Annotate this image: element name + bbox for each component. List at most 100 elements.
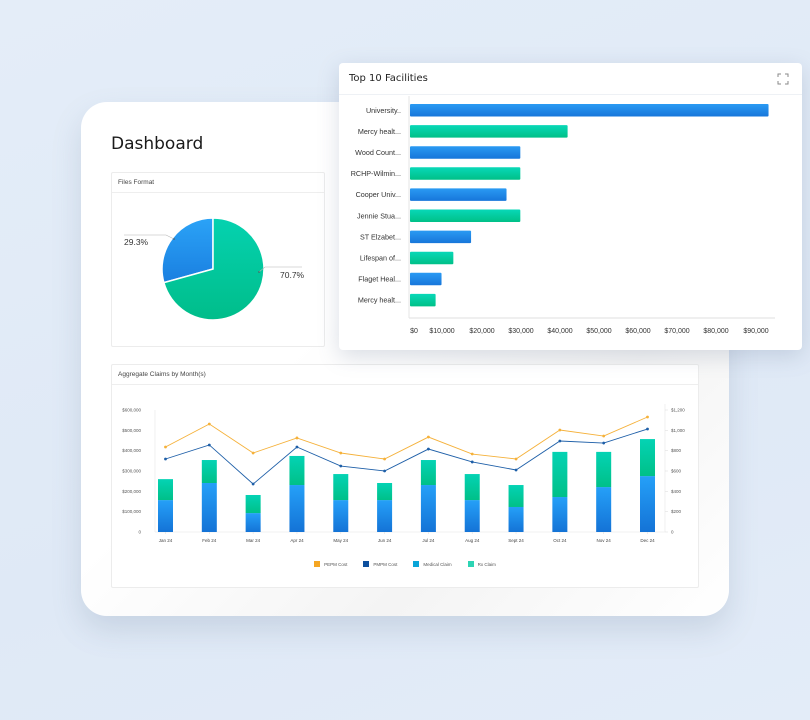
medical-claim-bar[interactable] — [552, 497, 568, 532]
rx-claim-bar[interactable] — [377, 482, 393, 501]
rx-claim-bar[interactable] — [552, 451, 568, 498]
svg-text:Apr 24: Apr 24 — [290, 538, 304, 543]
facility-label: University.. — [366, 106, 401, 115]
facility-label: ST Elzabet... — [360, 232, 401, 241]
medical-claim-bar[interactable] — [420, 485, 436, 532]
facility-bar[interactable] — [410, 230, 472, 244]
expand-icon[interactable] — [776, 72, 790, 86]
page-title: Dashboard — [111, 134, 204, 154]
svg-text:$200: $200 — [671, 509, 682, 514]
svg-text:$0: $0 — [410, 328, 418, 335]
files-format-title: Files Format — [112, 173, 324, 193]
aggregate-claims-title: Aggregate Claims by Month(s) — [112, 365, 698, 385]
facility-label: Mercy healt... — [358, 296, 401, 305]
facility-bar[interactable] — [410, 167, 521, 180]
svg-text:Dec 24: Dec 24 — [640, 538, 655, 543]
medical-claim-bar[interactable] — [158, 500, 173, 532]
medical-claim-bar[interactable] — [464, 500, 480, 532]
svg-text:$1,000: $1,000 — [671, 428, 685, 433]
legend-item-pepm[interactable]: PEPM Cost — [314, 561, 347, 567]
pmpm-cost-line — [165, 428, 648, 485]
rx-claim-bar[interactable] — [640, 439, 655, 477]
facility-bar[interactable] — [410, 251, 454, 265]
svg-text:0: 0 — [671, 530, 674, 535]
medical-claim-bar[interactable] — [377, 500, 393, 532]
svg-text:$600,000: $600,000 — [122, 408, 141, 413]
medical-claim-bar[interactable] — [333, 500, 349, 532]
pie-slice[interactable] — [162, 217, 265, 321]
svg-text:$500,000: $500,000 — [122, 428, 141, 433]
rx-claim-bar[interactable] — [289, 455, 305, 486]
medical-claim-bar[interactable] — [508, 506, 524, 532]
top-facilities-card: Top 10 Facilities University.. Mercy heal… — [339, 63, 802, 350]
files-format-pie-chart — [124, 217, 302, 321]
top-facilities-header: Top 10 Facilities — [339, 63, 802, 95]
facility-bar[interactable] — [410, 104, 769, 117]
medical-claim-bar[interactable] — [245, 513, 261, 532]
legend-item-rx-claim[interactable]: Rx Claim — [467, 561, 496, 567]
claims-legend: PEPM Cost PMPM Cost Medical Claim Rx Cla… — [112, 561, 698, 567]
svg-text:Jun 24: Jun 24 — [378, 538, 392, 543]
legend-label: Medical Claim — [423, 561, 452, 567]
svg-text:$40,000: $40,000 — [547, 328, 572, 335]
svg-text:$400: $400 — [671, 489, 682, 494]
legend-item-pmpm[interactable]: PMPM Cost — [363, 561, 397, 567]
medical-claim-bar[interactable] — [201, 482, 217, 532]
svg-text:0: 0 — [138, 530, 141, 535]
facility-label: Mercy healt... — [358, 127, 401, 136]
svg-text:Jan 24: Jan 24 — [159, 538, 173, 543]
facility-bar[interactable] — [410, 146, 521, 159]
svg-text:$50,000: $50,000 — [586, 328, 611, 335]
legend-swatch-rx — [467, 561, 474, 567]
rx-claim-bar[interactable] — [158, 479, 173, 501]
rx-claim-bar[interactable] — [333, 474, 349, 501]
svg-text:$100,000: $100,000 — [122, 509, 141, 514]
facility-label: Jennie Stua... — [357, 211, 401, 220]
svg-text:Feb 24: Feb 24 — [202, 538, 217, 543]
top-facilities-title: Top 10 Facilities — [349, 73, 428, 84]
svg-text:$70,000: $70,000 — [664, 328, 689, 335]
svg-text:Sept 24: Sept 24 — [508, 538, 524, 543]
legend-swatch-pepm — [314, 561, 321, 567]
facility-label: Cooper Univ... — [356, 190, 401, 199]
svg-text:$200,000: $200,000 — [122, 489, 141, 494]
aggregate-claims-chart: 0 $100,000 $200,000 $300,000 $400,000 $500,00… — [122, 404, 685, 543]
rx-claim-bar[interactable] — [245, 494, 261, 514]
legend-item-medical-claim[interactable]: Medical Claim — [413, 561, 452, 567]
facility-label: Lifespan of... — [360, 253, 401, 262]
legend-swatch-medical — [413, 561, 420, 567]
rx-claim-bar[interactable] — [508, 485, 524, 507]
rx-claim-bar[interactable] — [201, 460, 217, 483]
rx-claim-bar[interactable] — [420, 460, 436, 486]
medical-claim-bar[interactable] — [640, 476, 655, 532]
rx-claim-bar[interactable] — [596, 451, 612, 488]
facility-bar[interactable] — [410, 188, 507, 201]
pie-label-large: 70.7% — [280, 270, 305, 280]
medical-claim-bar[interactable] — [289, 485, 305, 532]
svg-text:$20,000: $20,000 — [469, 328, 494, 335]
files-format-panel: Files Format 29.3% 70.7% — [111, 172, 325, 347]
svg-text:$10,000: $10,000 — [429, 328, 454, 335]
svg-text:$300,000: $300,000 — [122, 469, 141, 474]
facility-label: Flaget Heal... — [358, 275, 401, 284]
svg-text:$600: $600 — [671, 469, 682, 474]
legend-label: Rx Claim — [477, 561, 496, 567]
facility-bar[interactable] — [410, 272, 442, 286]
svg-text:Aug 24: Aug 24 — [465, 538, 480, 543]
svg-text:$60,000: $60,000 — [625, 328, 650, 335]
pie-label-small: 29.3% — [124, 237, 149, 247]
svg-text:Oct 24: Oct 24 — [553, 538, 567, 543]
svg-text:$400,000: $400,000 — [122, 448, 141, 453]
facility-bar[interactable] — [410, 209, 521, 223]
rx-claim-bar[interactable] — [464, 474, 480, 501]
aggregate-claims-panel: Aggregate Claims by Month(s) 0 $100,000 $2… — [111, 364, 699, 588]
legend-label: PMPM Cost — [373, 561, 398, 567]
svg-text:Mar 24: Mar 24 — [246, 538, 261, 543]
medical-claim-bar[interactable] — [596, 487, 612, 532]
svg-text:$800: $800 — [671, 448, 682, 453]
svg-text:$80,000: $80,000 — [703, 328, 728, 335]
facility-label: Wood Count... — [355, 148, 401, 157]
facility-bar[interactable] — [410, 293, 436, 307]
facility-bar[interactable] — [410, 125, 568, 138]
svg-text:May 24: May 24 — [333, 538, 348, 543]
